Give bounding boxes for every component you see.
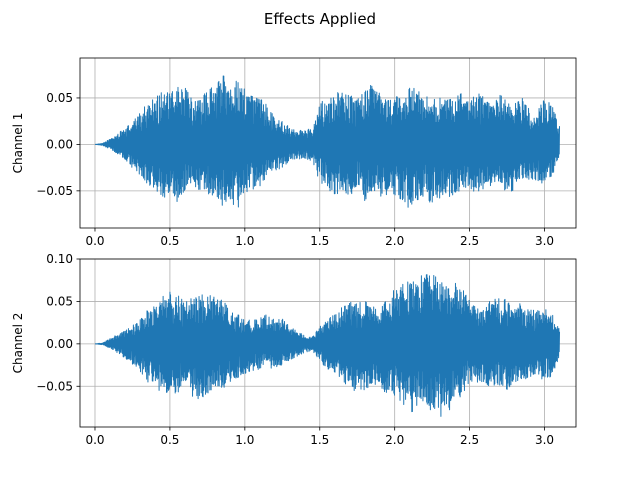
channel-2-y-axis: 0.10 0.05 0.00 −0.05 [36, 252, 80, 393]
x-tick-label: 2.5 [460, 433, 479, 447]
x-tick-label: 1.0 [235, 234, 254, 248]
x-tick-label: 1.5 [310, 433, 329, 447]
channel-1-plot: 0.0 0.5 1.0 1.5 2.0 2.5 3.0 0.05 0.00 −0.05 Chan… [11, 57, 577, 248]
y-tick-label: −0.05 [36, 379, 73, 393]
waveform-line [94, 75, 561, 208]
x-tick-label: 0.5 [160, 433, 179, 447]
y-tick-label: 0.00 [46, 337, 73, 351]
x-tick-label: 3.0 [535, 433, 554, 447]
y-tick-label: 0.00 [46, 138, 73, 152]
channel-2-axes-frame [79, 258, 577, 428]
y-tick-label: 0.05 [46, 91, 73, 105]
x-tick-label: 3.0 [535, 234, 554, 248]
channel-1-y-axis: 0.05 0.00 −0.05 [36, 91, 80, 198]
channel-2-x-axis: 0.0 0.5 1.0 1.5 2.0 2.5 3.0 [85, 427, 554, 447]
channel-1-axes-frame [79, 57, 577, 229]
figure-title: Effects Applied [264, 10, 376, 28]
channel-2-series [94, 274, 561, 417]
x-tick-label: 0.5 [160, 234, 179, 248]
y-tick-label: 0.05 [46, 295, 73, 309]
x-tick-label: 0.0 [85, 234, 104, 248]
y-tick-label: −0.05 [36, 184, 73, 198]
channel-2-y-label: Channel 2 [11, 313, 25, 374]
waveform-line [94, 274, 561, 417]
channel-1-y-label: Channel 1 [11, 113, 25, 174]
channel-1-series [94, 75, 561, 208]
x-tick-label: 2.0 [385, 433, 404, 447]
y-tick-label: 0.10 [46, 252, 73, 266]
x-tick-label: 1.0 [235, 433, 254, 447]
channel-2-plot: 0.0 0.5 1.0 1.5 2.0 2.5 3.0 0.100.050.00−0.05 … [11, 252, 577, 447]
x-tick-label: 1.5 [310, 234, 329, 248]
x-tick-label: 2.5 [460, 234, 479, 248]
channel-1-x-axis: 0.0 0.5 1.0 1.5 2.0 2.5 3.0 [85, 228, 554, 248]
x-tick-label: 0.0 [85, 433, 104, 447]
x-tick-label: 2.0 [385, 234, 404, 248]
